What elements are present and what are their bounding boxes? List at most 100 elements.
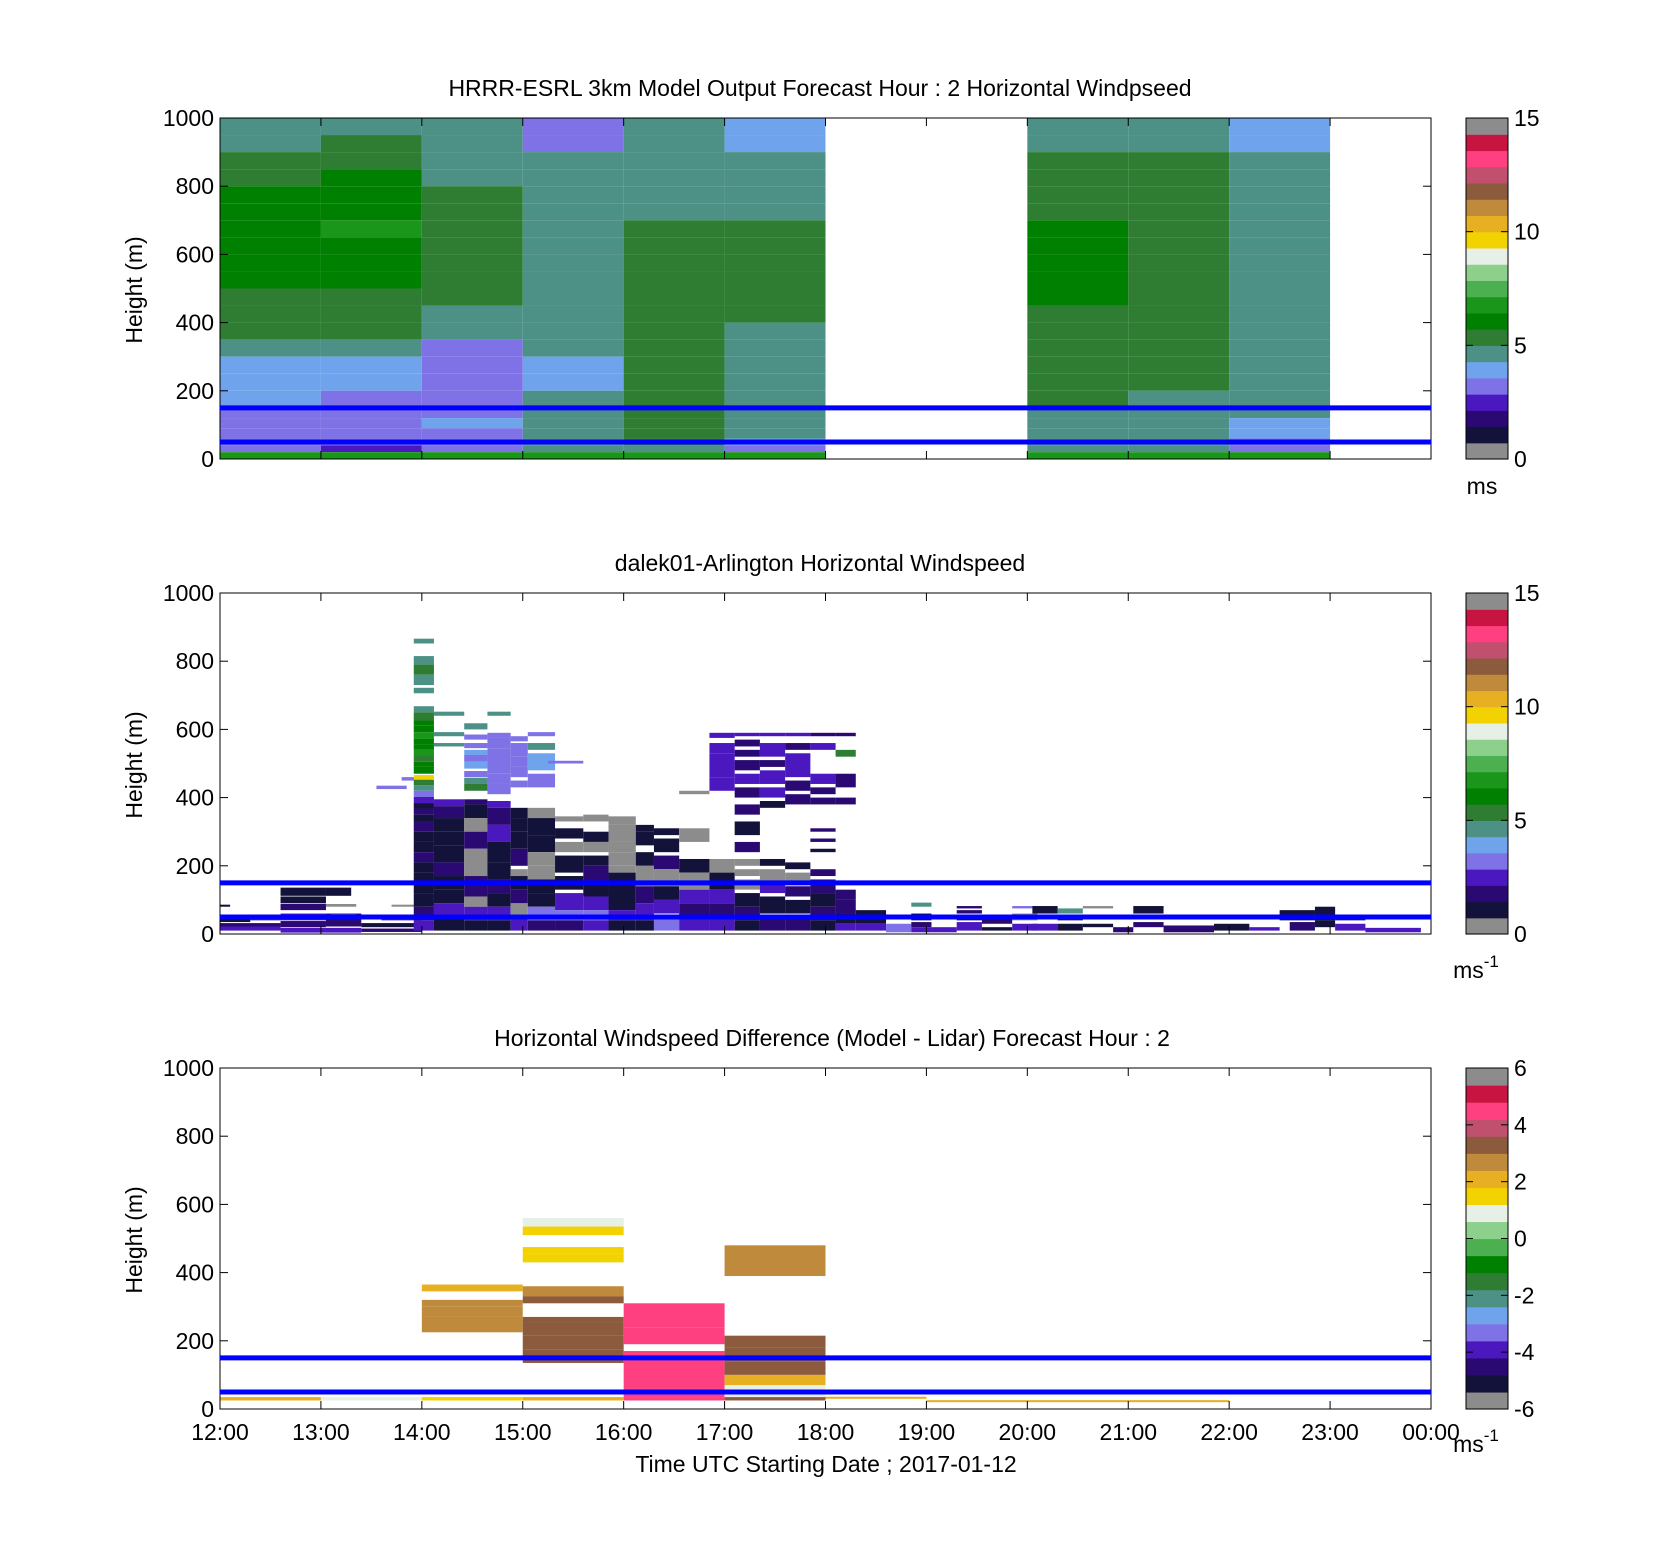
difference-cell xyxy=(421,1316,523,1333)
colorbar-segment xyxy=(1466,166,1508,184)
lidar-cell xyxy=(810,869,836,877)
model-cell xyxy=(724,135,826,153)
model-cell xyxy=(1229,428,1331,439)
model-cell xyxy=(1128,169,1230,187)
lidar-cell xyxy=(653,916,680,931)
model-cell xyxy=(724,203,826,221)
model-cell xyxy=(421,237,523,255)
lidar-cell xyxy=(376,785,407,790)
model-cell xyxy=(724,356,826,374)
panel-model-title: HRRR-ESRL 3km Model Output Forecast Hour… xyxy=(448,75,1191,101)
lidar-cell xyxy=(709,777,735,791)
lidar-cell xyxy=(785,743,811,750)
lidar-cell xyxy=(1133,922,1164,928)
model-cell xyxy=(623,356,725,374)
lidar-cell xyxy=(734,773,760,784)
lidar-cell xyxy=(679,889,710,904)
model-cell xyxy=(522,118,624,136)
lidar-cell xyxy=(280,921,326,928)
lidar-cell xyxy=(433,903,465,917)
model-cell xyxy=(623,445,725,453)
lidar-cell xyxy=(433,916,465,931)
model-cell xyxy=(724,220,826,238)
lidar-cell xyxy=(325,903,357,907)
lidar-cell xyxy=(413,712,434,721)
model-cell xyxy=(1128,418,1230,429)
lidar-cell xyxy=(487,841,511,863)
model-cell xyxy=(724,373,826,391)
lidar-cell xyxy=(527,865,556,880)
y-tick-label: 0 xyxy=(201,921,214,947)
model-cell xyxy=(421,254,523,272)
model-cell xyxy=(1128,118,1230,136)
model-cell xyxy=(1027,288,1129,306)
lidar-cell xyxy=(679,916,710,931)
lidar-cell xyxy=(413,814,434,822)
colorbar-tick-label: 4 xyxy=(1514,1112,1527,1138)
difference-cell xyxy=(320,1397,422,1401)
difference-cell xyxy=(421,1306,523,1317)
lidar-cell xyxy=(220,923,281,927)
model-cell xyxy=(623,169,725,187)
y-tick-label: 200 xyxy=(176,378,214,404)
lidar-cell xyxy=(220,918,251,923)
panel-difference-unit-base: ms xyxy=(1453,1431,1484,1457)
lidar-cell xyxy=(510,807,528,819)
time-tick-label: 12:00 xyxy=(191,1419,249,1445)
lidar-cell xyxy=(413,706,434,713)
model-cell xyxy=(220,135,321,153)
model-cell xyxy=(421,135,523,153)
lidar-cell xyxy=(759,801,786,808)
lidar-cell xyxy=(835,899,856,914)
colorbar-segment xyxy=(1466,182,1508,200)
model-cell xyxy=(320,445,422,453)
model-cell xyxy=(320,271,422,289)
model-cell xyxy=(320,203,422,221)
lidar-cell xyxy=(413,638,434,644)
model-cell xyxy=(1027,186,1129,204)
lidar-cell xyxy=(413,664,434,675)
lidar-cell xyxy=(583,882,609,897)
model-cell xyxy=(724,418,826,429)
lidar-cell xyxy=(413,766,434,774)
model-cell xyxy=(522,452,624,459)
model-cell xyxy=(421,152,523,170)
lidar-cell xyxy=(653,855,680,870)
model-cell xyxy=(1229,237,1331,255)
model-cell xyxy=(220,418,321,429)
model-cell xyxy=(623,288,725,306)
model-cell xyxy=(1027,271,1129,289)
lidar-cell xyxy=(527,852,556,866)
model-cell xyxy=(320,322,422,340)
model-cell xyxy=(421,220,523,238)
model-cell xyxy=(724,288,826,306)
model-cell xyxy=(320,373,422,391)
colorbar-segment xyxy=(1466,1187,1508,1205)
lidar-cell xyxy=(413,790,434,797)
lidar-cell xyxy=(555,841,584,853)
model-cell xyxy=(623,373,725,391)
lidar-cell xyxy=(433,711,465,716)
lidar-cell xyxy=(635,852,654,866)
model-cell xyxy=(1128,152,1230,170)
model-cell xyxy=(1229,118,1331,136)
lidar-cell xyxy=(810,920,836,931)
lidar-cell xyxy=(413,872,434,883)
colorbar-segment xyxy=(1466,1068,1508,1086)
time-tick-labels: 12:00 13:00 14:00 15:00 16:00 17:00 18:00 19:00… xyxy=(191,1419,1460,1445)
model-cell xyxy=(1229,169,1331,187)
panel-model-ylabel: Height (m) xyxy=(121,236,147,343)
lidar-cell xyxy=(527,773,556,788)
lidar-cell xyxy=(487,824,511,842)
model-cell xyxy=(1128,322,1230,340)
model-cell xyxy=(623,152,725,170)
lidar-cell xyxy=(464,743,488,749)
model-cell xyxy=(623,186,725,204)
colorbar-segment xyxy=(1466,739,1508,756)
lidar-cell xyxy=(464,920,488,931)
colorbar-segment xyxy=(1466,410,1508,428)
lidar-cell xyxy=(583,814,609,822)
lidar-cell xyxy=(433,732,465,737)
model-cell xyxy=(320,356,422,374)
panel-lidar-colorbar-unit: ms-1 xyxy=(1453,952,1499,983)
